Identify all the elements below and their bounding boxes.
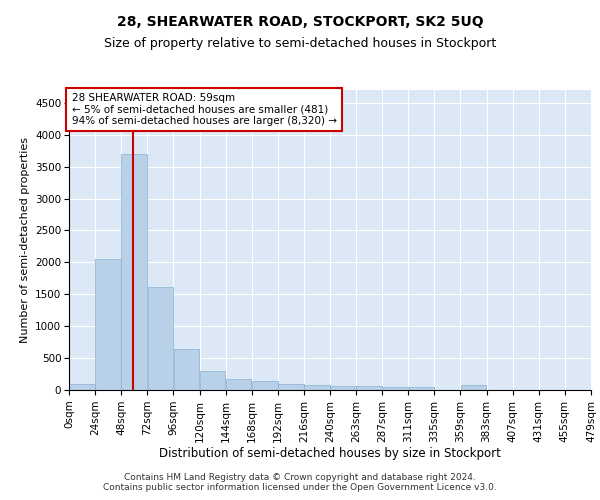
Text: Contains HM Land Registry data © Crown copyright and database right 2024.
Contai: Contains HM Land Registry data © Crown c…	[103, 473, 497, 492]
Bar	[173, 348, 199, 390]
Text: 28, SHEARWATER ROAD, STOCKPORT, SK2 5UQ: 28, SHEARWATER ROAD, STOCKPORT, SK2 5UQ	[116, 15, 484, 29]
Bar	[382, 387, 408, 390]
Bar	[356, 386, 382, 390]
Bar	[200, 371, 226, 390]
Text: 28 SHEARWATER ROAD: 59sqm
← 5% of semi-detached houses are smaller (481)
94% of : 28 SHEARWATER ROAD: 59sqm ← 5% of semi-d…	[71, 93, 337, 126]
Bar	[121, 154, 147, 390]
Bar	[304, 385, 330, 390]
Bar	[226, 379, 251, 390]
Bar	[148, 286, 173, 390]
Bar	[69, 384, 95, 390]
Bar	[461, 385, 487, 390]
Bar	[330, 386, 356, 390]
Bar	[252, 380, 278, 390]
Bar	[278, 384, 304, 390]
Y-axis label: Number of semi-detached properties: Number of semi-detached properties	[20, 137, 29, 343]
Text: Size of property relative to semi-detached houses in Stockport: Size of property relative to semi-detach…	[104, 38, 496, 51]
Bar	[409, 388, 434, 390]
Bar	[95, 259, 121, 390]
X-axis label: Distribution of semi-detached houses by size in Stockport: Distribution of semi-detached houses by …	[159, 448, 501, 460]
